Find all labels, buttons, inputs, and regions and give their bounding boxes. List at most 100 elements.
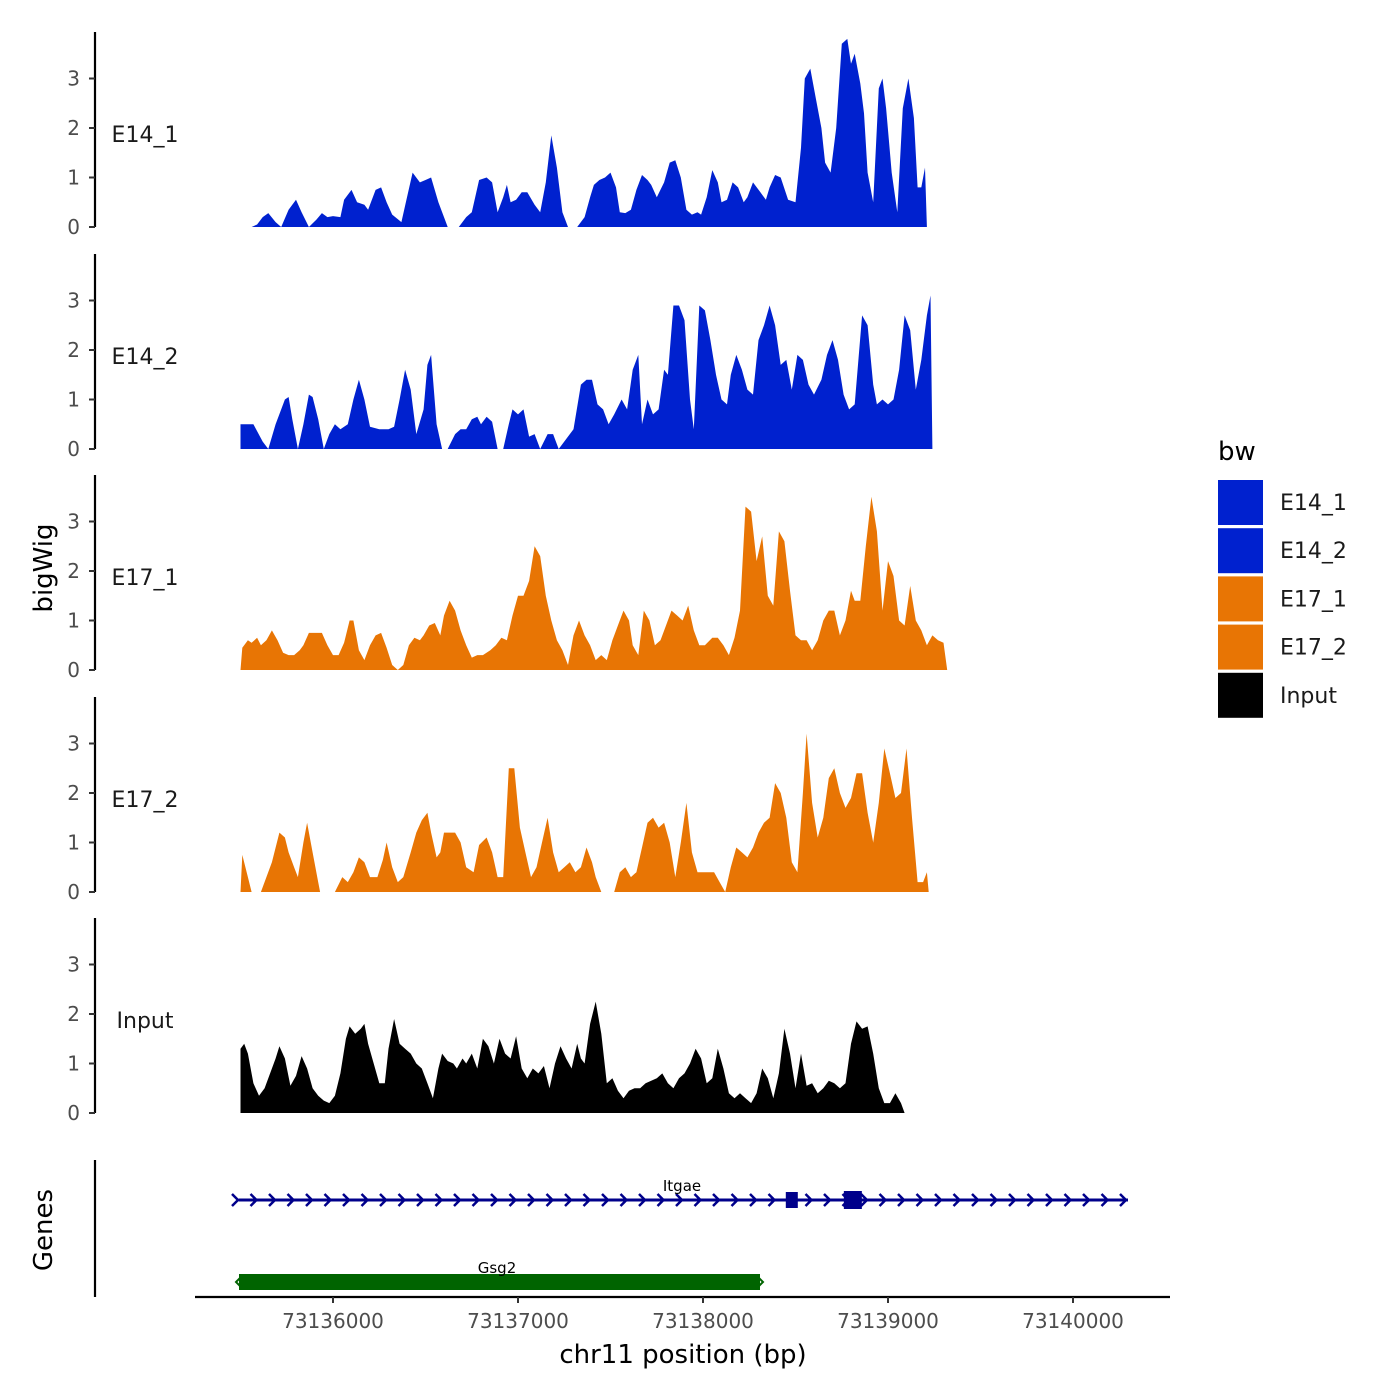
legend-label: E17_2 bbox=[1280, 636, 1347, 661]
legend-swatch bbox=[1218, 576, 1263, 622]
strand-arrow bbox=[582, 1193, 592, 1207]
y-tick-label: 1 bbox=[67, 388, 80, 412]
y-tick-label: 3 bbox=[67, 289, 80, 313]
strand-arrow bbox=[379, 1193, 388, 1207]
strand-arrow bbox=[749, 1193, 758, 1207]
strand-arrow bbox=[471, 1193, 481, 1207]
strand-arrow bbox=[527, 1193, 536, 1207]
strand-arrow bbox=[675, 1193, 684, 1207]
coverage-area bbox=[240, 733, 929, 892]
legend-entry-e14-2: E14_2 bbox=[1218, 528, 1347, 574]
strand-arrow bbox=[234, 1275, 243, 1289]
strand-arrow bbox=[231, 1193, 240, 1207]
strand-arrow bbox=[897, 1193, 906, 1207]
strand-arrow bbox=[268, 1193, 277, 1207]
strand-arrow bbox=[545, 1193, 555, 1207]
strand-arrow bbox=[878, 1193, 888, 1207]
gene-itgae-label: Itgae bbox=[663, 1177, 701, 1195]
exon-block bbox=[843, 1191, 862, 1209]
x-tick-label: 73140000 bbox=[1022, 1309, 1124, 1333]
track-label: E14_2 bbox=[112, 345, 179, 370]
strand-arrow bbox=[804, 1193, 814, 1207]
genes-axis-title: Genes bbox=[29, 1189, 59, 1271]
track-label: E14_1 bbox=[112, 123, 179, 148]
strand-arrow bbox=[989, 1193, 999, 1207]
legend-label: E14_2 bbox=[1280, 539, 1347, 564]
y-tick-label: 0 bbox=[67, 215, 80, 239]
coverage-area bbox=[240, 295, 933, 449]
coverage-area bbox=[240, 1001, 905, 1113]
track-e17-1: 0 1 2 3 E17_1 bbox=[67, 475, 948, 682]
strand-arrow bbox=[1100, 1193, 1110, 1207]
strand-arrow bbox=[1119, 1193, 1128, 1207]
legend-swatch bbox=[1218, 624, 1263, 670]
strand-arrow bbox=[1082, 1193, 1091, 1207]
x-tick-label: 73139000 bbox=[837, 1309, 939, 1333]
y-tick-label: 2 bbox=[67, 559, 80, 583]
x-tick-label: 73138000 bbox=[652, 1309, 754, 1333]
track-input: 0 1 2 3 Input bbox=[67, 918, 905, 1125]
track-label: E17_2 bbox=[112, 788, 179, 813]
strand-arrow bbox=[508, 1193, 518, 1207]
strand-arrow bbox=[823, 1193, 832, 1207]
y-tick-label: 2 bbox=[67, 1002, 80, 1026]
legend-entry-input: Input bbox=[1218, 672, 1337, 718]
gene-gsg2: Gsg2 bbox=[234, 1259, 765, 1290]
legend-label: Input bbox=[1280, 684, 1337, 709]
y-axis-title: bigWig bbox=[29, 523, 59, 612]
strand-arrow bbox=[564, 1193, 573, 1207]
y-tick-label: 3 bbox=[67, 732, 80, 756]
y-tick-label: 1 bbox=[67, 609, 80, 633]
y-tick-label: 0 bbox=[67, 1101, 80, 1125]
strand-arrow bbox=[693, 1193, 703, 1207]
y-tick-label: 0 bbox=[67, 437, 80, 461]
legend-label: E17_1 bbox=[1280, 587, 1347, 612]
strand-arrow bbox=[249, 1193, 259, 1207]
y-tick-label: 3 bbox=[67, 953, 80, 977]
strand-arrow bbox=[915, 1193, 925, 1207]
track-label: Input bbox=[117, 1009, 174, 1034]
strand-arrow bbox=[416, 1193, 425, 1207]
strand-arrow bbox=[656, 1193, 666, 1207]
coverage-tracks: 0 1 2 3 E14_1 0 1 2 3 E14_2 0 1 2 3 E17_1 0 1 2 3 E17_2 0 1 2 3… bbox=[67, 32, 948, 1125]
legend-label: E14_1 bbox=[1280, 491, 1347, 516]
strand-arrow bbox=[323, 1193, 333, 1207]
strand-arrow bbox=[756, 1275, 765, 1289]
x-axis-title: chr11 position (bp) bbox=[559, 1340, 806, 1370]
gene-gsg2-body bbox=[239, 1274, 760, 1290]
strand-arrow bbox=[434, 1193, 444, 1207]
strand-arrow bbox=[453, 1193, 462, 1207]
y-tick-label: 1 bbox=[67, 831, 80, 855]
legend-entry-e14-1: E14_1 bbox=[1218, 480, 1347, 525]
strand-arrow bbox=[712, 1193, 721, 1207]
y-tick-label: 3 bbox=[67, 510, 80, 534]
y-tick-label: 2 bbox=[67, 781, 80, 805]
x-tick-label: 73136000 bbox=[282, 1309, 384, 1333]
strand-arrow bbox=[1026, 1193, 1036, 1207]
track-e14-1: 0 1 2 3 E14_1 bbox=[67, 32, 927, 239]
y-tick-label: 1 bbox=[67, 1052, 80, 1076]
strand-arrow bbox=[1045, 1193, 1054, 1207]
strand-arrow bbox=[601, 1193, 610, 1207]
legend-entry-e17-1: E17_1 bbox=[1218, 576, 1347, 622]
coverage-area bbox=[251, 38, 927, 228]
strand-arrow bbox=[1008, 1193, 1017, 1207]
legend-swatch bbox=[1218, 672, 1263, 718]
strand-arrow bbox=[934, 1193, 943, 1207]
track-e17-2: 0 1 2 3 E17_2 bbox=[67, 697, 929, 904]
track-label: E17_1 bbox=[112, 566, 179, 591]
x-tick-label: 73137000 bbox=[467, 1309, 569, 1333]
strand-arrow bbox=[767, 1193, 777, 1207]
y-tick-label: 0 bbox=[67, 880, 80, 904]
track-e14-2: 0 1 2 3 E14_2 bbox=[67, 254, 933, 461]
legend-swatch bbox=[1218, 528, 1263, 574]
y-tick-label: 1 bbox=[67, 166, 80, 190]
x-axis: 73136000 73137000 73138000 73139000 73140000 bbox=[195, 1295, 1170, 1333]
y-tick-label: 2 bbox=[67, 116, 80, 140]
legend-title: bw bbox=[1218, 437, 1256, 467]
legend-swatch bbox=[1218, 480, 1263, 525]
strand-arrow bbox=[730, 1193, 740, 1207]
strand-arrow bbox=[360, 1193, 370, 1207]
strand-arrow bbox=[397, 1193, 407, 1207]
strand-arrow bbox=[305, 1193, 314, 1207]
